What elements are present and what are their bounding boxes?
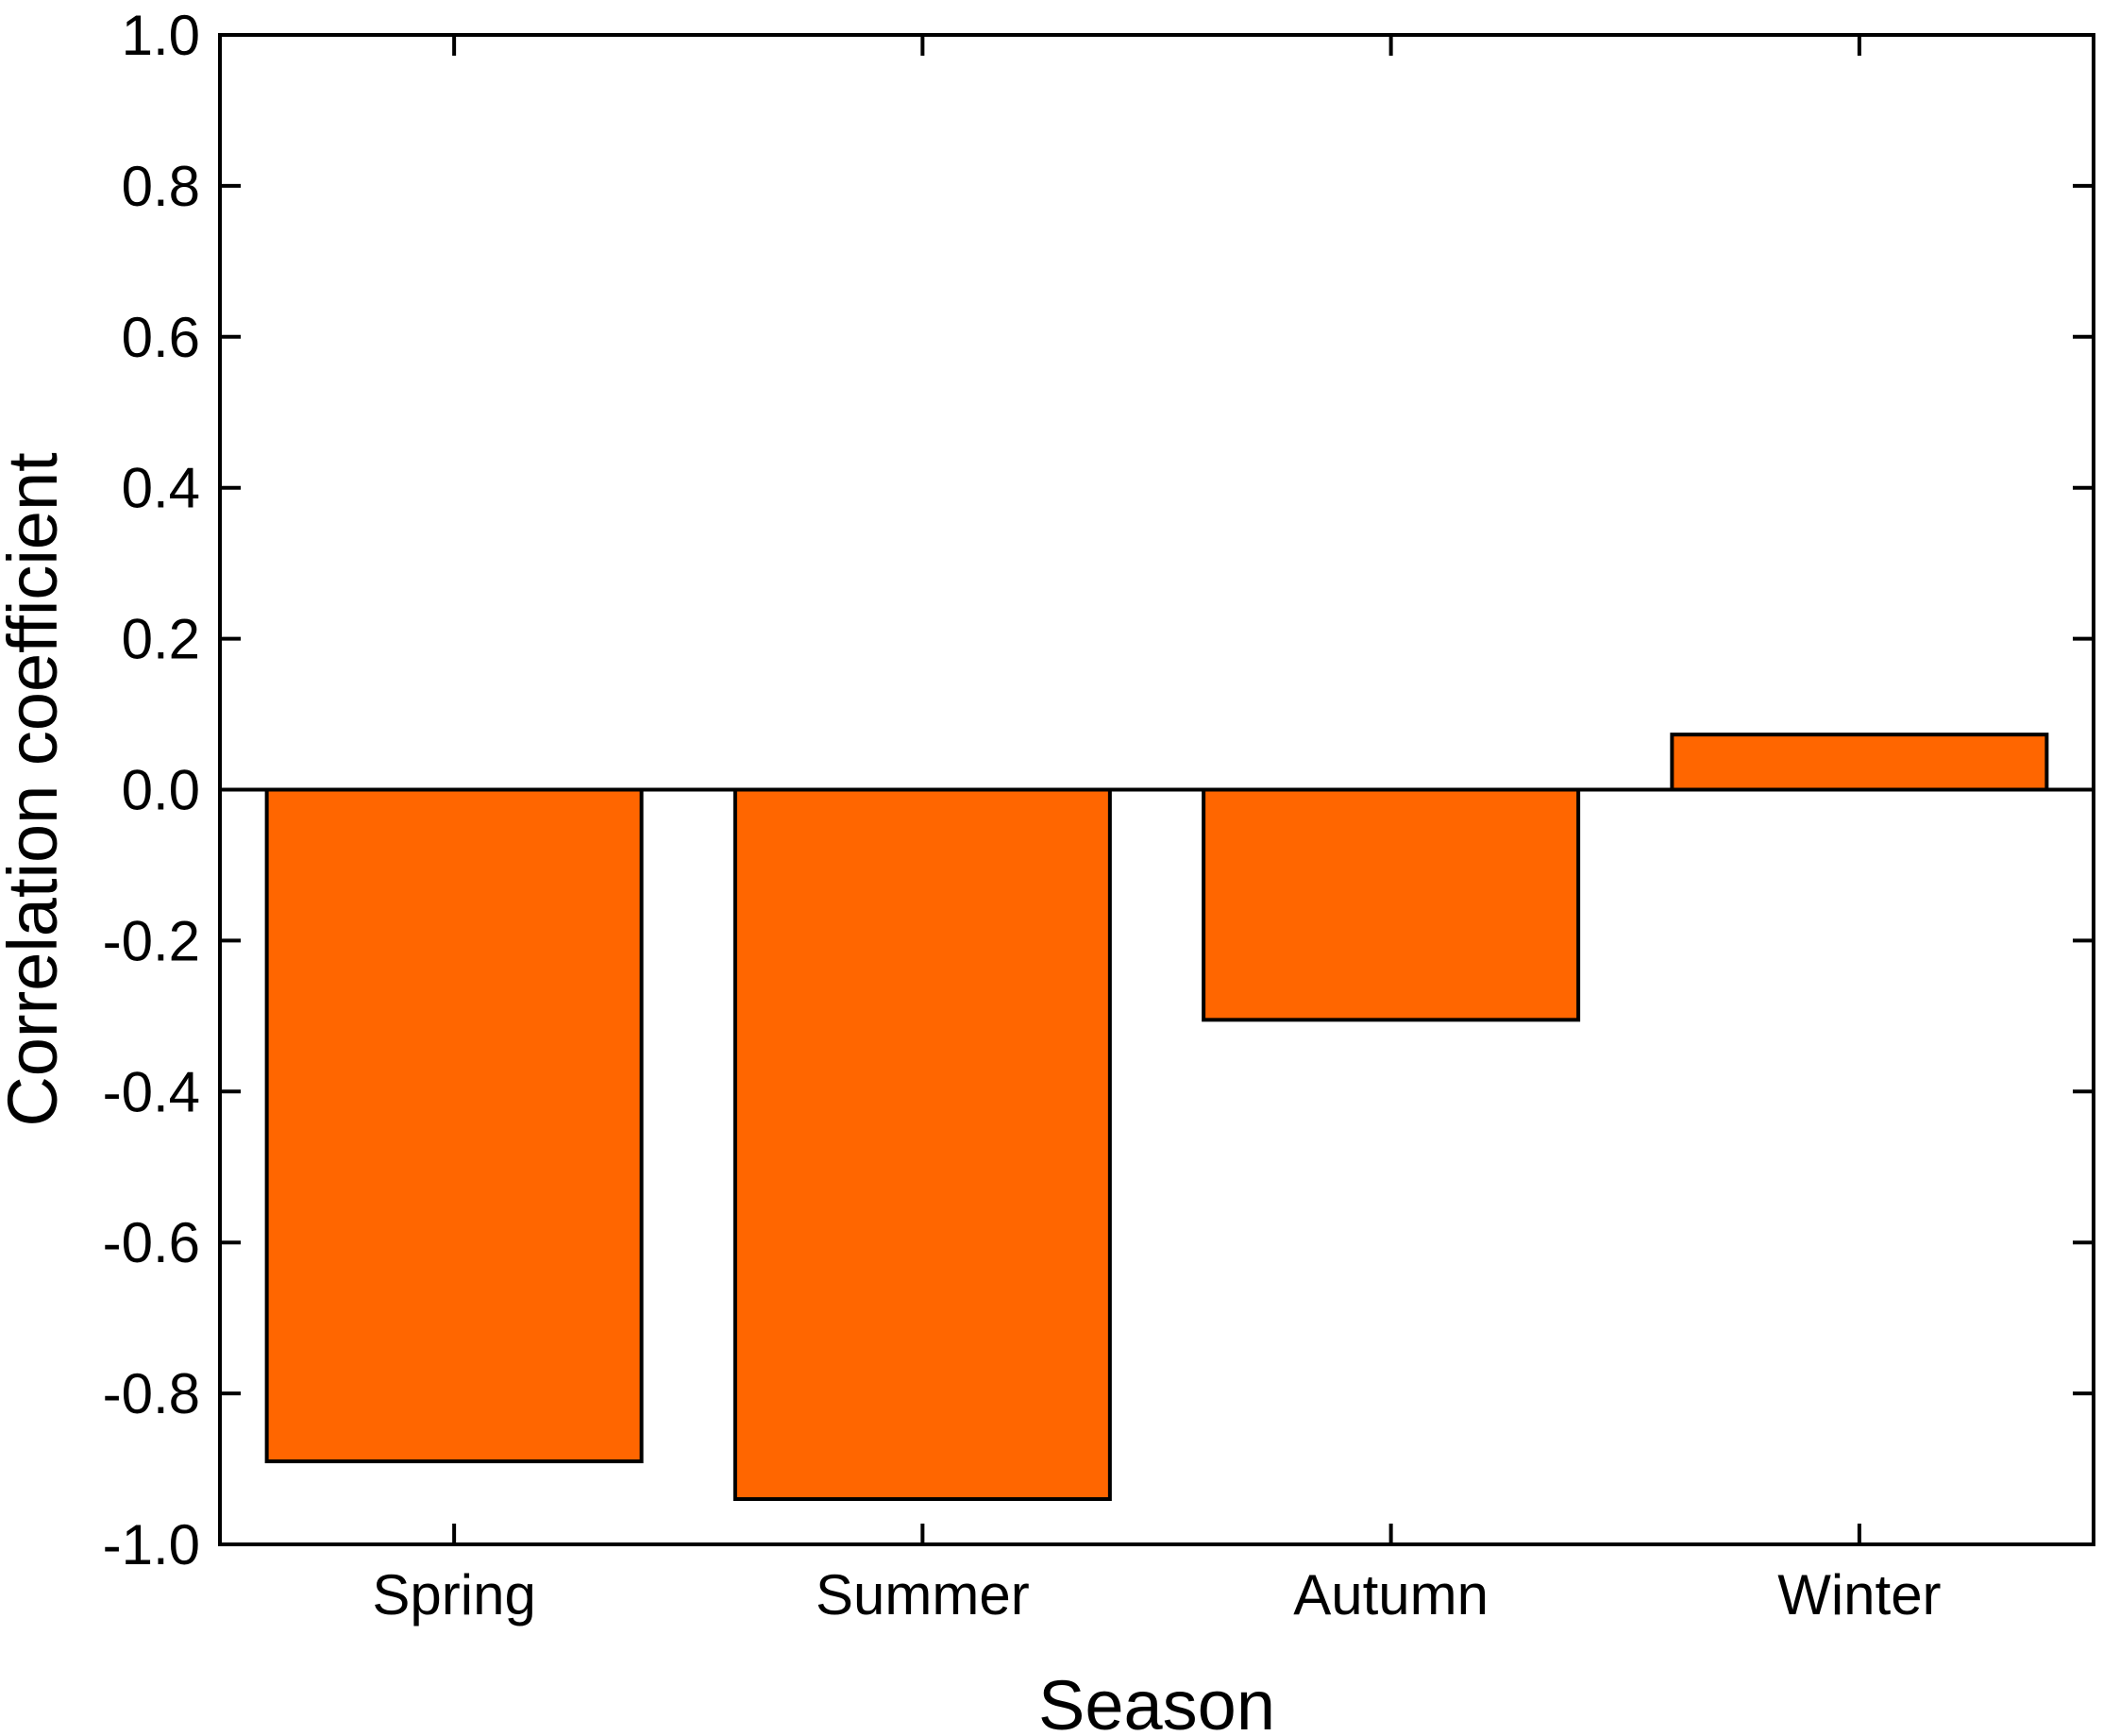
y-tick-label: 0.0 bbox=[122, 759, 200, 822]
x-tick-label: Spring bbox=[372, 1563, 535, 1626]
x-axis-title: Season bbox=[1038, 1666, 1275, 1736]
y-tick-label: 0.2 bbox=[122, 608, 200, 671]
x-tick-label: Summer bbox=[816, 1563, 1030, 1626]
x-tick-label: Autumn bbox=[1293, 1563, 1489, 1626]
bar-spring bbox=[264, 787, 644, 1464]
y-tick-label: -0.4 bbox=[103, 1060, 200, 1123]
bar-winter bbox=[1670, 733, 2049, 792]
x-tick-labels: Spring Summer Autumn Winter bbox=[372, 1563, 1941, 1626]
axis-ticks bbox=[220, 33, 2094, 1546]
y-tick-label: 1.0 bbox=[122, 4, 200, 67]
y-tick-label: -0.6 bbox=[103, 1211, 200, 1274]
y-tick-label: -0.2 bbox=[103, 909, 200, 972]
y-tick-label: -0.8 bbox=[103, 1362, 200, 1425]
y-tick-label: 0.4 bbox=[122, 457, 200, 520]
y-tick-label: 0.8 bbox=[122, 155, 200, 218]
bar-summer bbox=[732, 787, 1112, 1502]
y-tick-label: 0.6 bbox=[122, 306, 200, 369]
bar-autumn bbox=[1202, 787, 1581, 1022]
y-tick-label: -1.0 bbox=[103, 1513, 200, 1576]
y-tick-labels: -1.0 -0.8 -0.6 -0.4 -0.2 0.0 0.2 0.4 0.6 0.8 1.0 bbox=[103, 4, 200, 1576]
y-axis-title: Correlation coefficient bbox=[0, 452, 72, 1127]
x-tick-label: Winter bbox=[1777, 1563, 1941, 1626]
bars-group bbox=[264, 733, 2049, 1502]
